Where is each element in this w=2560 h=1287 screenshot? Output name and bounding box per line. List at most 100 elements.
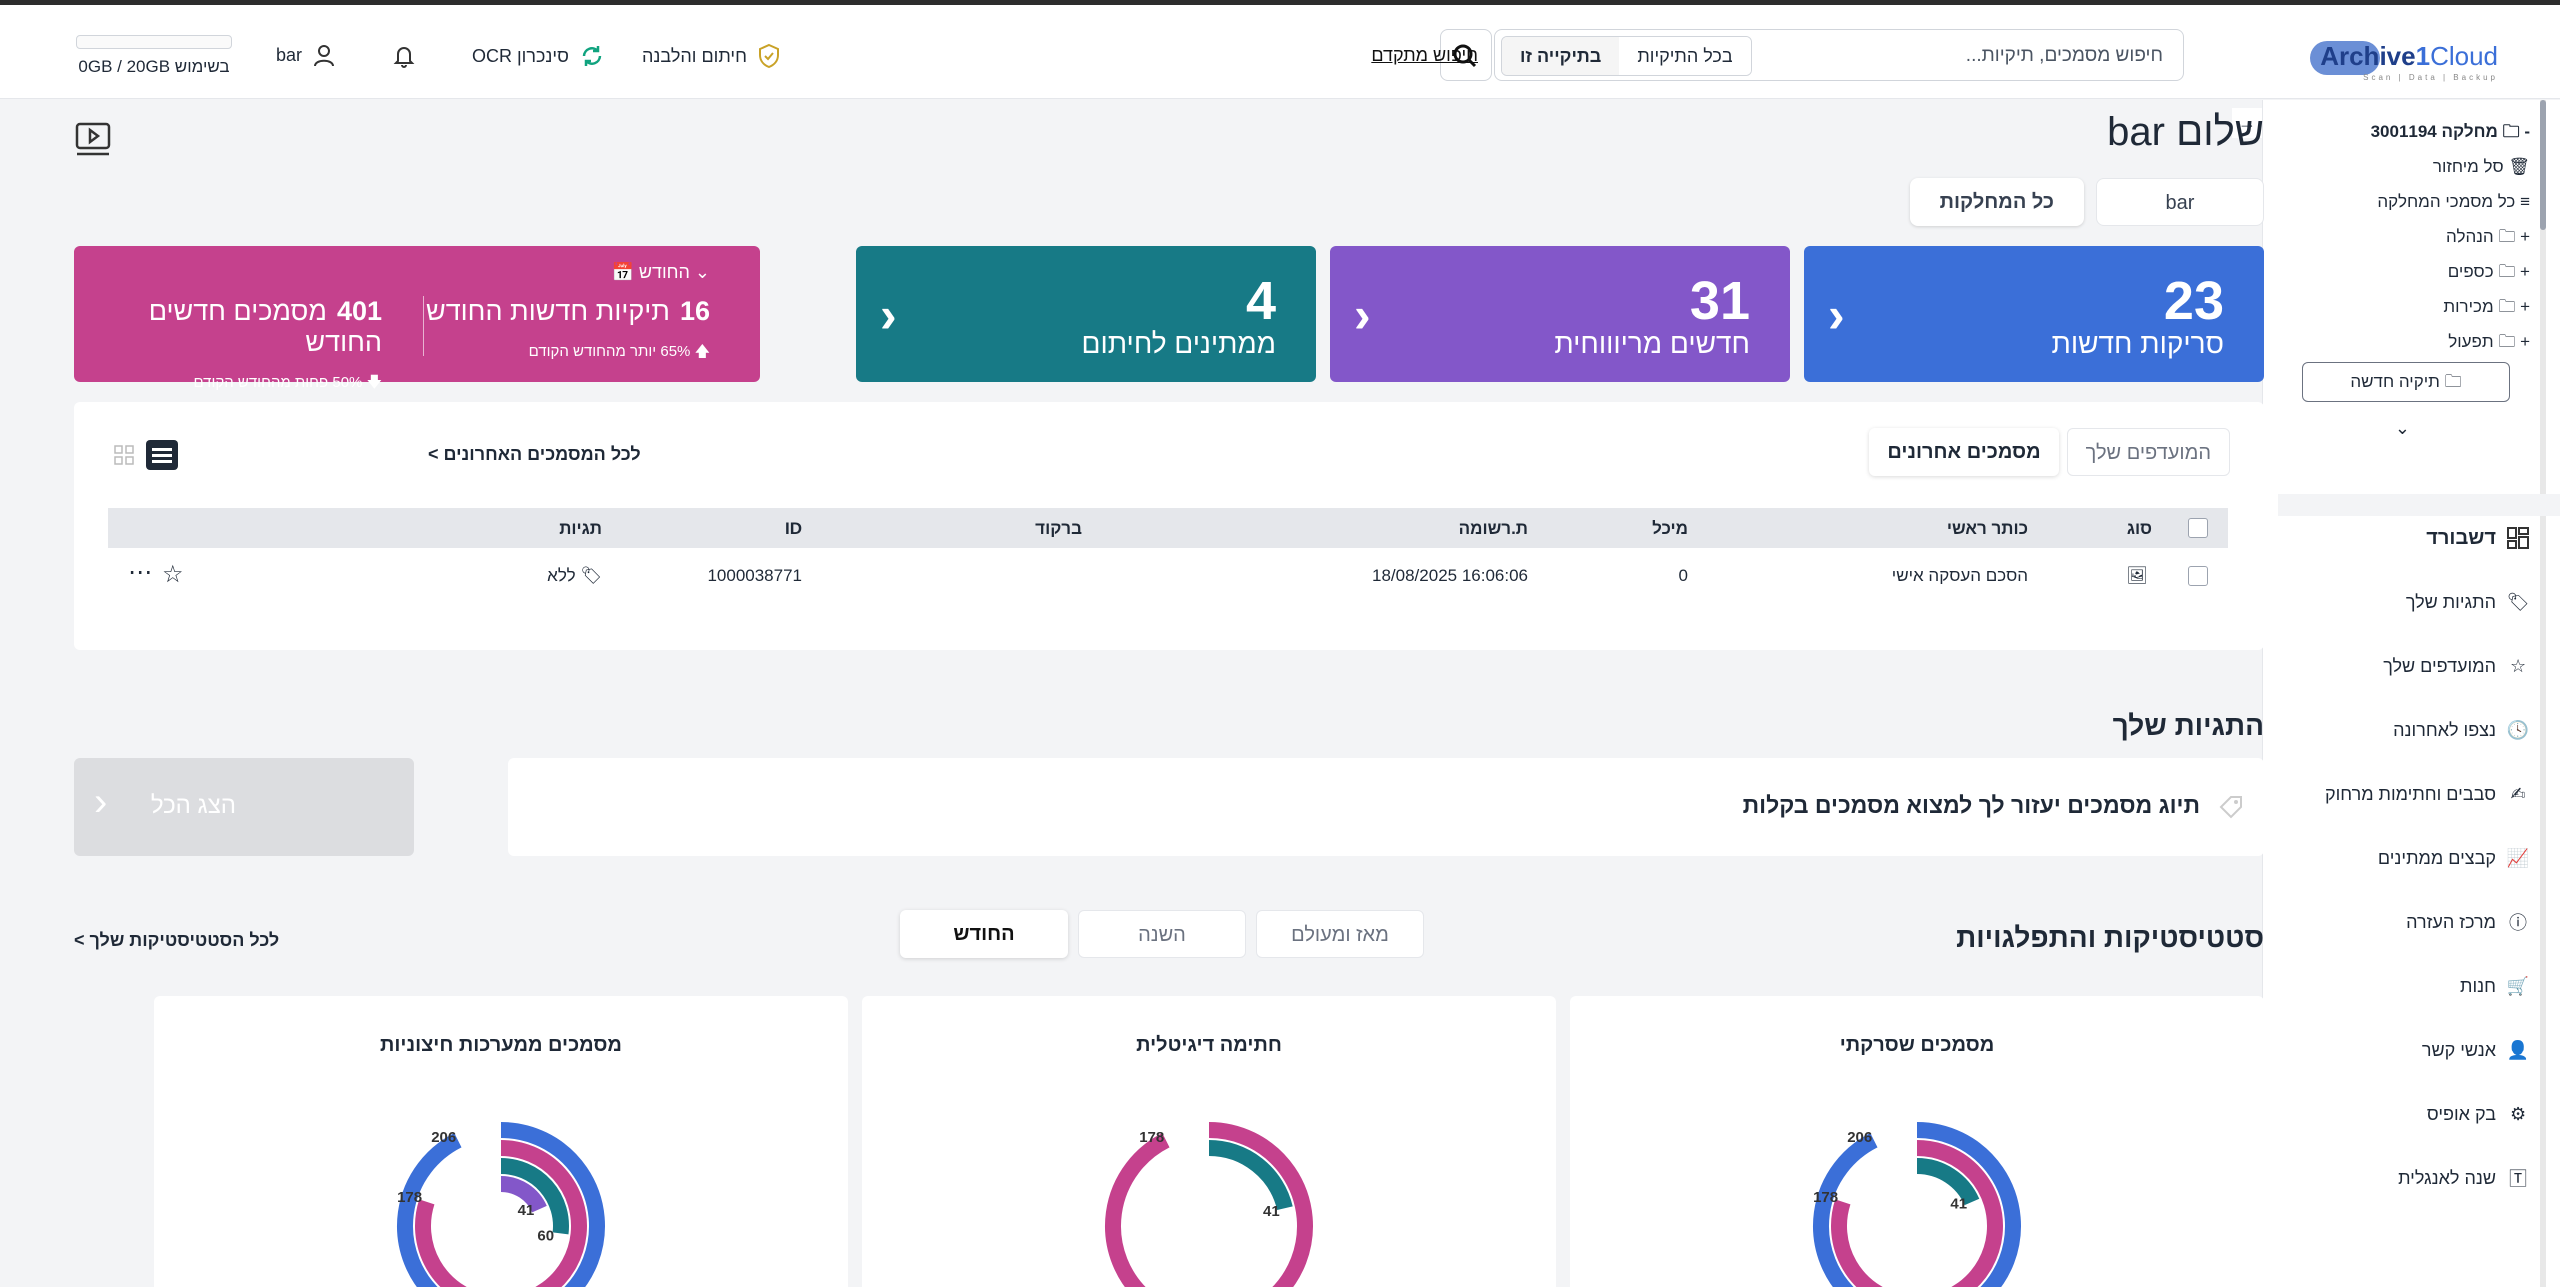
tree-item-root[interactable]: - 🗀 מחלקה 3001194 (2370, 122, 2530, 141)
video-tutorial-icon[interactable] (74, 120, 114, 160)
nav-tags[interactable]: 🏷 התגיות שלך (2290, 570, 2530, 634)
nav-contacts[interactable]: 👤 אנשי קשר (2290, 1018, 2530, 1082)
top-header: Archive1Cloud Scan | Data | Backup חיפוש… (0, 5, 2560, 99)
search-input[interactable]: חיפוש מסמכים, תיקיות... בתיקייה זו בכל ה… (1494, 29, 2184, 81)
card-new-scans[interactable]: 23 סריקות חדשות ‹ (1804, 246, 2264, 382)
col-tags[interactable]: תגיות (559, 519, 602, 538)
tree-item-recycle[interactable]: 🗑 סל מיחזור (2432, 157, 2530, 176)
nav-help[interactable]: ⓘ מרכז העזרה (2290, 890, 2530, 954)
chevron-left-icon: ‹ (1354, 287, 1371, 343)
sidebar-divider (2278, 494, 2560, 516)
ring-bar[interactable] (500, 1158, 569, 1235)
docs-number: 401 (336, 296, 382, 326)
sidebar-scrollbar[interactable] (2540, 100, 2546, 1287)
row-checkbox[interactable] (2188, 566, 2208, 586)
more-options-icon[interactable]: ⋯ (128, 559, 152, 586)
ring-bar[interactable] (1813, 1122, 2021, 1287)
nav-recent[interactable]: 🕓 נצפו לאחרונה (2290, 698, 2530, 762)
ocr-sync-button[interactable]: סינכרון OCR (472, 43, 605, 69)
card-number: 31 (1689, 271, 1750, 331)
tab-all-time[interactable]: מאז ומעולם (1256, 910, 1424, 958)
chevron-left-icon: ‹ (94, 780, 108, 824)
card-new-emails[interactable]: 31 חדשים מריוווחית ‹ (1330, 246, 1790, 382)
tag-icon: 🏷 (2506, 591, 2530, 612)
tab-favorites[interactable]: המועדפים שלך (2066, 428, 2230, 476)
grid-view-icon[interactable] (108, 440, 140, 470)
row-title[interactable]: הסכם העסקה אישי (1891, 566, 2028, 585)
nav-language[interactable]: 🅃 שנה לאנגלית (2290, 1146, 2530, 1210)
ring-label: 41 (518, 1202, 535, 1219)
card-divider (423, 296, 424, 356)
ring-bar[interactable] (415, 1140, 587, 1287)
ring-bar[interactable] (1208, 1140, 1293, 1211)
new-folder-button[interactable]: 🗀 תיקיה חדשה (2302, 362, 2510, 402)
chevron-down-icon[interactable]: ⌄ (2394, 418, 2410, 438)
month-selector[interactable]: ⌄ החודש 📅 (611, 262, 710, 283)
nav-label: המועדפים שלך (2383, 655, 2496, 676)
ring-bar[interactable] (1916, 1158, 1980, 1206)
col-container[interactable]: מיכל (1652, 519, 1688, 538)
logo-main: Archive (2320, 41, 2416, 71)
ring-label: 178 (397, 1189, 422, 1206)
arrow-right-icon[interactable]: → (2232, 108, 2262, 138)
nav-signatures[interactable]: ✍ סבבים וחתימות מרחוק (2290, 762, 2530, 826)
user-menu[interactable]: bar (276, 43, 336, 67)
window-top-border (0, 0, 2560, 5)
nav-dashboard[interactable]: דשבורד (2290, 506, 2530, 570)
list-view-icon[interactable] (146, 440, 178, 470)
select-all-checkbox[interactable] (2188, 518, 2208, 538)
table-row[interactable]: 🖼 הסכם העסקה אישי 0 18/08/2025 16:06:06 … (108, 548, 2228, 604)
col-id[interactable]: ID (785, 519, 802, 538)
tab-bar[interactable]: bar (2096, 178, 2264, 226)
nav-favorites[interactable]: ☆ המועדפים שלך (2290, 634, 2530, 698)
logo[interactable]: Archive1Cloud Scan | Data | Backup (2308, 35, 2498, 82)
chart-icon: 📈 (2506, 847, 2530, 868)
scope-this-folder[interactable]: בתיקייה זו (1502, 37, 1620, 75)
row-tags[interactable]: 🏷 ללא (547, 566, 602, 586)
search-button[interactable] (1440, 29, 1492, 81)
star-icon: ☆ (2509, 655, 2527, 676)
tree-item-operations[interactable]: + 🗀 תפעול (2448, 332, 2530, 351)
folder-icon: 🗀 (2439, 372, 2462, 391)
tree-item-management[interactable]: + 🗀 הנהלה (2446, 227, 2530, 246)
department-tabs: כל המחלקות bar (1909, 178, 2264, 226)
signing-button[interactable]: חיתום והלבנה (642, 43, 781, 69)
ring-label: 206 (1847, 1129, 1872, 1146)
nav-back-office[interactable]: ⚙ בק אופיס (2290, 1082, 2530, 1146)
star-icon[interactable]: ☆ (162, 561, 184, 588)
scope-all-folders[interactable]: בכל התיקיות (1619, 37, 1751, 75)
all-recent-link[interactable]: לכל המסמכים האחרונים > (428, 444, 641, 464)
tab-all-departments[interactable]: כל המחלקות (1909, 178, 2084, 226)
ring-bar[interactable] (500, 1176, 547, 1213)
tab-this-month[interactable]: החודש (900, 910, 1068, 958)
advanced-search-link[interactable]: חיפוש מתקדם (1371, 45, 1478, 65)
show-all-tags-button[interactable]: הצג הכל ‹ (74, 758, 414, 856)
all-stats-link[interactable]: לכל הסטטיסטיקות שלך > (74, 930, 280, 950)
card-pending-signature[interactable]: 4 ממתינים לחיתום ‹ (856, 246, 1316, 382)
tree-item-all-docs[interactable]: ≡ כל מסמכי המחלקה (2377, 192, 2530, 211)
logo-cloud-icon (2310, 41, 2380, 75)
nav-pending-files[interactable]: 📈 קבצים ממתינים (2290, 826, 2530, 890)
ring-bar[interactable] (1105, 1122, 1313, 1287)
text-icon: 🅃 (2509, 1169, 2527, 1189)
ring-bar[interactable] (1831, 1140, 2003, 1287)
notifications-button[interactable] (392, 43, 416, 69)
col-title[interactable]: כותר ראשי (1946, 519, 2028, 538)
card-label: ממתינים לחיתום (1081, 328, 1277, 359)
show-all-label: הצג הכל (150, 792, 236, 819)
col-type[interactable]: סוג (2126, 519, 2152, 538)
search-placeholder: חיפוש מסמכים, תיקיות... (1965, 45, 2163, 66)
logo-one: 1 (2415, 41, 2431, 71)
tab-this-year[interactable]: השנה (1078, 910, 1246, 958)
nav-store[interactable]: 🛒 חנות (2290, 954, 2530, 1018)
tree-item-sales[interactable]: + 🗀 מכירות (2443, 297, 2530, 316)
tab-recent-documents[interactable]: מסמכים אחרונים (1869, 428, 2058, 476)
chart-scanned: 206 178 41 (1813, 1122, 2021, 1287)
tree-item-finance[interactable]: + 🗀 כספים (2447, 262, 2530, 281)
ring-label: 41 (1950, 1196, 1967, 1213)
col-barcode[interactable]: ברקוד (1035, 519, 1082, 538)
table-header: סוג כותר ראשי מיכל ת.רשומה ברקוד ID תגיו… (108, 508, 2228, 548)
col-date[interactable]: ת.רשומה (1458, 519, 1528, 538)
ring-bar[interactable] (397, 1122, 605, 1287)
